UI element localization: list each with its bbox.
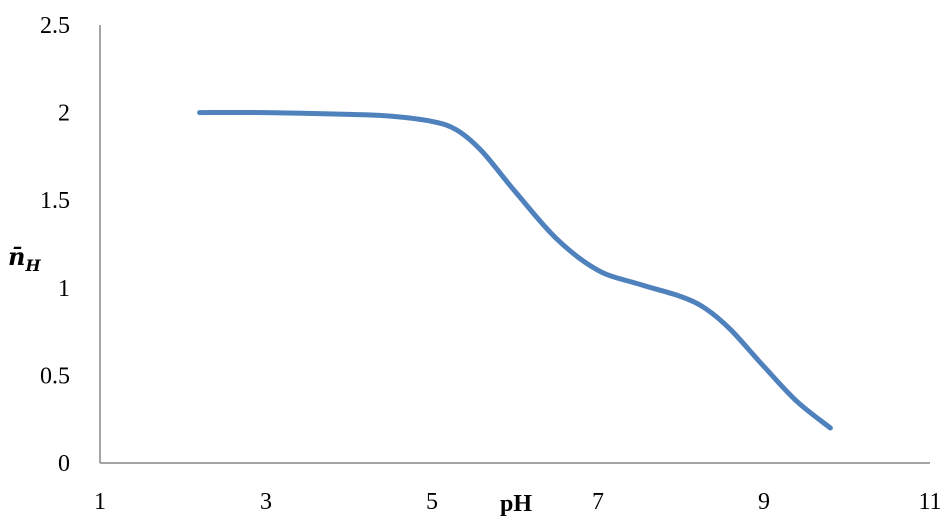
x-tick-labels: 1 3 5 7 9 11 (94, 489, 942, 515)
x-tick-label: 9 (758, 489, 770, 515)
x-tick-label: 7 (592, 489, 604, 515)
y-tick-label: 1 (58, 276, 70, 302)
y-axis-title-subscript: H (24, 256, 41, 275)
y-tick-label: 0 (58, 451, 70, 477)
x-tick-label: 5 (426, 489, 438, 515)
series-line (197, 109, 833, 431)
y-tick-labels: 0 0.5 1 1.5 2 2.5 (40, 13, 70, 477)
x-tick-label: 11 (918, 489, 941, 515)
axes (99, 25, 930, 464)
y-tick-label: 2.5 (40, 13, 70, 39)
y-tick-label: 2 (58, 101, 70, 127)
x-tick-label: 3 (260, 489, 272, 515)
y-axis-title-main: n̄ (8, 242, 25, 271)
y-tick-label: 0.5 (40, 363, 70, 389)
x-tick-label: 1 (94, 489, 106, 515)
y-tick-label: 1.5 (40, 188, 70, 214)
x-axis-title: pH (500, 491, 532, 517)
y-axis-title: n̄H (8, 242, 41, 275)
